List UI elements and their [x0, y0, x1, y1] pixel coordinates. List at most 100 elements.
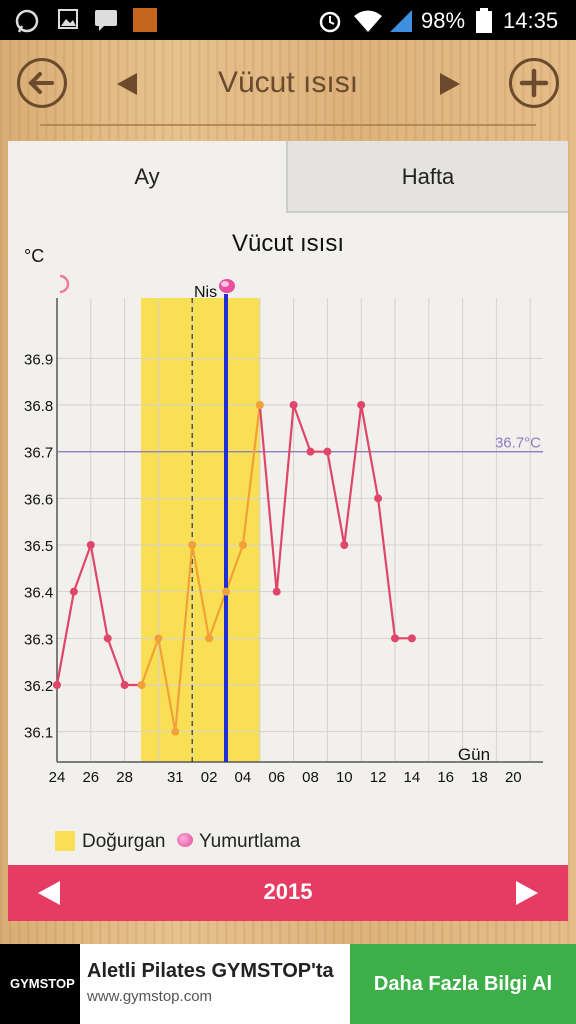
data-point: [289, 400, 298, 409]
data-point: [272, 587, 281, 596]
x-tick-label: 04: [235, 769, 252, 786]
chart-title: Vücut ısısı: [231, 230, 345, 257]
x-tick-label: 20: [505, 769, 522, 786]
app-notification-icon: [133, 8, 157, 32]
data-point: [154, 634, 163, 643]
x-tick-label: 31: [167, 769, 184, 786]
y-tick-label: 36.1: [24, 725, 53, 742]
data-point: [340, 540, 349, 549]
legend-ovulation-icon: [177, 833, 193, 847]
temperature-segment: [89, 544, 109, 639]
plus-icon: [519, 68, 549, 98]
x-tick-label: 14: [404, 769, 421, 786]
header-divider: [40, 124, 536, 126]
data-point: [306, 447, 315, 456]
temperature-segment: [55, 591, 75, 686]
clock: 14:35: [503, 8, 559, 33]
temperature-segment: [140, 637, 160, 686]
data-point: [205, 634, 214, 643]
data-point: [357, 400, 366, 409]
legend-ovulation-label: Yumurtlama: [199, 831, 301, 852]
ovulation-month-label: Nis: [194, 284, 217, 301]
tab-week[interactable]: Hafta: [288, 141, 568, 213]
temperature-segment: [343, 404, 363, 546]
data-point: [255, 400, 264, 409]
year-bar: 2015: [8, 865, 568, 921]
message-icon: [95, 10, 117, 31]
y-tick-label: 36.8: [24, 398, 53, 415]
x-axis-label: Gün: [458, 745, 490, 764]
battery-icon: [476, 8, 492, 33]
data-point: [171, 727, 180, 736]
add-button[interactable]: [509, 58, 559, 108]
data-point: [53, 681, 61, 689]
data-point: [103, 634, 112, 643]
temperature-segment: [72, 544, 92, 593]
back-button[interactable]: [17, 58, 67, 108]
reference-line-label: 36.7°C: [495, 435, 541, 452]
next-arrow-button[interactable]: [440, 73, 460, 95]
x-tick-label: 16: [437, 769, 454, 786]
temperature-segment: [191, 544, 211, 639]
x-tick-label: 06: [268, 769, 285, 786]
data-point: [120, 681, 129, 689]
page-title: Vücut ısısı: [217, 66, 359, 99]
gallery-icon: [58, 9, 78, 29]
temperature-chart[interactable]: 36.1 36.2 36.3 36.4 36.5 36.6 36.7 36.8 36.9 24 26…: [0, 260, 576, 800]
ad-logo: GYMSTOP: [0, 944, 80, 1024]
temperature-segment: [224, 544, 244, 593]
y-tick-label: 36.6: [24, 491, 53, 508]
ad-banner[interactable]: GYMSTOP Aletli Pilates GYMSTOP'ta www.gy…: [0, 944, 576, 1024]
data-point: [407, 634, 416, 643]
alarm-icon: [319, 11, 341, 33]
ad-cta-button[interactable]: Daha Fazla Bilgi Al: [350, 944, 576, 1024]
y-tick-label: 36.7: [24, 445, 53, 462]
ad-url[interactable]: www.gymstop.com: [87, 988, 213, 1005]
battery-percent: 98%: [421, 8, 466, 33]
temperature-segment: [157, 638, 177, 732]
temperature-segment: [360, 404, 380, 499]
data-point: [374, 494, 383, 503]
temperature-segment: [241, 404, 261, 546]
x-tick-label: 24: [49, 769, 66, 786]
status-bar: 98% 14:35: [0, 0, 576, 40]
ad-title[interactable]: Aletli Pilates GYMSTOP'ta: [87, 960, 334, 982]
legend-fertile-swatch: [55, 831, 75, 851]
temperature-segment: [377, 498, 397, 639]
scroll-indicator-icon: [59, 274, 70, 294]
x-tick-label: 28: [116, 769, 133, 786]
tab-month[interactable]: Ay: [8, 141, 288, 213]
year-label: 2015: [263, 879, 313, 904]
data-point: [86, 540, 95, 549]
ovulation-marker-highlight: [221, 281, 229, 287]
whatsapp-icon: [15, 9, 39, 33]
prev-year-button[interactable]: [38, 881, 60, 905]
temperature-segment: [326, 451, 346, 546]
temperature-segment: [275, 404, 295, 592]
signal-icon: [390, 10, 412, 32]
temperature-segment: [106, 637, 126, 686]
temperature-segment: [292, 404, 312, 453]
chart-panel: Ay Hafta: [8, 141, 568, 921]
y-tick-label: 36.2: [24, 678, 53, 695]
data-point: [188, 540, 197, 549]
x-tick-label: 26: [82, 769, 99, 786]
data-point: [137, 681, 146, 689]
arrow-left-icon: [28, 72, 54, 94]
prev-arrow-button[interactable]: [117, 73, 137, 95]
x-tick-label: 10: [336, 769, 353, 786]
data-point: [238, 540, 247, 549]
legend-fertile-label: Doğurgan: [82, 831, 166, 852]
next-year-button[interactable]: [516, 881, 538, 905]
temperature-segment: [208, 591, 228, 639]
data-point: [323, 447, 332, 456]
temperature-segment: [258, 404, 278, 592]
x-tick-label: 08: [302, 769, 319, 786]
x-tick-label: 12: [370, 769, 387, 786]
data-point: [222, 587, 230, 596]
y-tick-label: 36.5: [24, 538, 53, 555]
wifi-icon: [354, 10, 382, 32]
y-tick-label: 36.9: [24, 351, 53, 368]
x-tick-label: 02: [201, 769, 218, 786]
x-tick-label: 18: [471, 769, 488, 786]
